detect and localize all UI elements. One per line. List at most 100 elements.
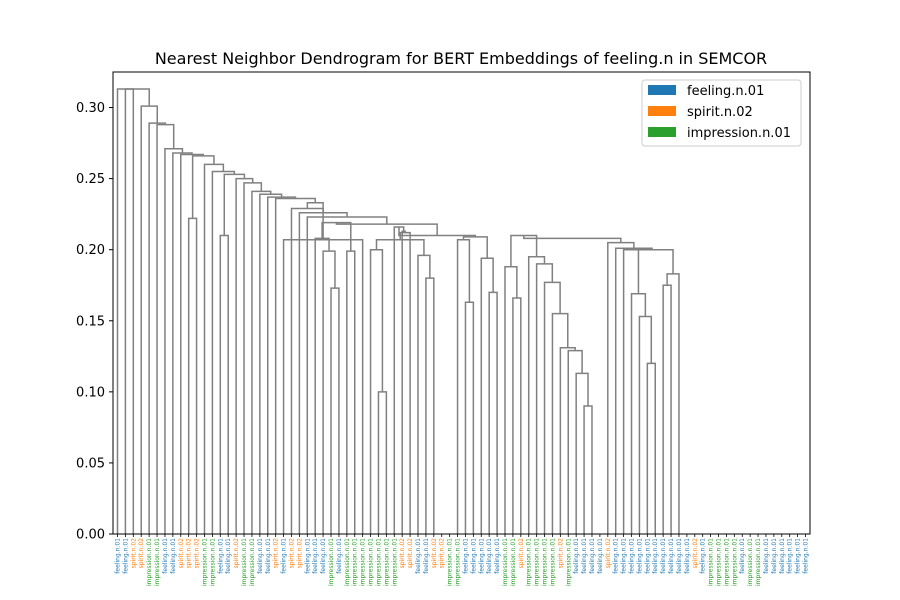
leaf-label: impression.n.01 [526, 538, 533, 586]
leaf-label: spirit.n.02 [178, 538, 185, 569]
dendrogram-link [480, 257, 494, 534]
leaf-label: feeling.n.01 [589, 538, 596, 574]
leaf-label: spirit.n.02 [130, 538, 137, 569]
dendrogram-link [187, 217, 198, 534]
dendrogram-link [335, 222, 438, 236]
leaf-label: impression.n.01 [241, 538, 248, 586]
leaf-label: feeling.n.01 [621, 538, 628, 574]
y-tick-label: 0.00 [76, 528, 105, 543]
leaf-label: feeling.n.01 [763, 538, 770, 574]
dendrogram-link [425, 277, 435, 534]
y-tick-label: 0.10 [76, 385, 105, 400]
dendrogram-link [551, 312, 569, 534]
legend-swatch [648, 127, 676, 137]
dendrogram-link [164, 148, 184, 534]
dendrogram-link [156, 123, 175, 534]
leaf-label: feeling.n.01 [652, 538, 659, 574]
dendrogram-link [488, 291, 498, 534]
leaf-label: impression.n.01 [201, 538, 208, 586]
dendrogram-link [456, 238, 471, 534]
legend-swatch [648, 85, 676, 95]
leaf-label: feeling.n.01 [803, 538, 810, 574]
leaf-label: feeling.n.01 [225, 538, 232, 574]
leaf-label: feeling.n.01 [660, 538, 667, 574]
leaf-label: impression.n.01 [375, 538, 382, 586]
legend-label: spirit.n.02 [687, 105, 753, 120]
dendrogram-link [219, 234, 229, 534]
leaf-label: spirit.n.02 [518, 538, 525, 569]
dendrogram-link [607, 241, 635, 534]
leaf-label: feeling.n.01 [281, 538, 288, 574]
dendrogram-link [614, 247, 653, 534]
leaf-label: spirit.n.02 [439, 538, 446, 569]
leaf-label: impression.n.01 [755, 538, 762, 586]
dendrogram-link [306, 202, 324, 240]
dendrogram-link [259, 193, 283, 534]
leaf-label: spirit.n.02 [692, 538, 699, 569]
leaf-label: feeling.n.01 [629, 538, 636, 574]
leaf-label: feeling.n.01 [787, 538, 794, 574]
leaf-label: impression.n.01 [534, 538, 541, 586]
y-tick-label: 0.30 [76, 101, 105, 116]
dendrogram-link [191, 155, 215, 219]
leaf-label: feeling.n.01 [478, 538, 485, 574]
dendrogram-link [321, 221, 352, 252]
leaf-label: spirit.n.02 [194, 538, 201, 569]
leaf-label: feeling.n.01 [573, 538, 580, 574]
leaf-label: feeling.n.01 [494, 538, 501, 574]
dendrogram-link [583, 405, 593, 534]
dendrogram-link [172, 152, 193, 534]
y-tick-label: 0.20 [76, 243, 105, 258]
leaf-label: feeling.n.01 [462, 538, 469, 574]
leaf-label: feeling.n.01 [613, 538, 620, 574]
dendrogram-link [631, 248, 674, 274]
plot-frame [112, 71, 811, 535]
dendrogram-link-top [116, 88, 150, 534]
leaf-label: impression.n.01 [542, 538, 549, 586]
dendrogram-link [322, 250, 336, 534]
leaf-label: impression.n.01 [360, 538, 367, 586]
leaf-label: impression.n.01 [209, 538, 216, 586]
leaf-label: feeling.n.01 [771, 538, 778, 574]
leaf-label: spirit.n.02 [431, 538, 438, 569]
leaf-label: impression.n.01 [708, 538, 715, 586]
leaf-label: impression.n.01 [352, 538, 359, 586]
y-tick-label: 0.25 [76, 172, 105, 187]
leaf-label: feeling.n.01 [320, 538, 327, 574]
dendrogram-link [140, 105, 158, 534]
leaf-label: feeling.n.01 [739, 538, 746, 574]
leaf-label: feeling.n.01 [257, 538, 264, 574]
leaf-label: impression.n.01 [716, 538, 723, 586]
dendrogram-link [346, 250, 356, 534]
dendrogram-link [330, 287, 340, 534]
leaf-label: feeling.n.01 [162, 538, 169, 574]
leaf-label: impression.n.01 [455, 538, 462, 586]
dendrogram-links [116, 88, 680, 534]
leaf-label: feeling.n.01 [312, 538, 319, 574]
dendrogram-link [314, 237, 330, 534]
leaf-label: spirit.n.02 [407, 538, 414, 569]
y-tick-label: 0.15 [76, 314, 105, 329]
leaf-label: impression.n.01 [368, 538, 375, 586]
leaf-label: impression.n.01 [565, 538, 572, 586]
leaf-label: feeling.n.01 [795, 538, 802, 574]
legend-frame [641, 79, 802, 147]
y-tick-label: 0.05 [76, 456, 105, 471]
dendrogram-link [417, 254, 431, 534]
leaf-label: spirit.n.02 [186, 538, 193, 569]
dendrogram-link [630, 293, 647, 534]
leaf-label: impression.n.01 [391, 538, 398, 586]
dendrogram-link [638, 315, 653, 534]
leaf-label: feeling.n.01 [304, 538, 311, 574]
leaf-label: feeling.n.01 [486, 538, 493, 574]
leaf-label: feeling.n.01 [265, 538, 272, 574]
leaf-label: feeling.n.01 [336, 538, 343, 574]
leaf-label: impression.n.01 [549, 538, 556, 586]
leaf-label: impression.n.01 [510, 538, 517, 586]
leaf-label: impression.n.01 [383, 538, 390, 586]
dendrogram-link [375, 238, 425, 256]
chart-title: Nearest Neighbor Dendrogram for BERT Emb… [155, 49, 767, 68]
dendrogram-link [512, 297, 522, 534]
y-axis: 0.00 0.05 0.10 0.15 0.20 0.25 0.30 [76, 101, 113, 543]
